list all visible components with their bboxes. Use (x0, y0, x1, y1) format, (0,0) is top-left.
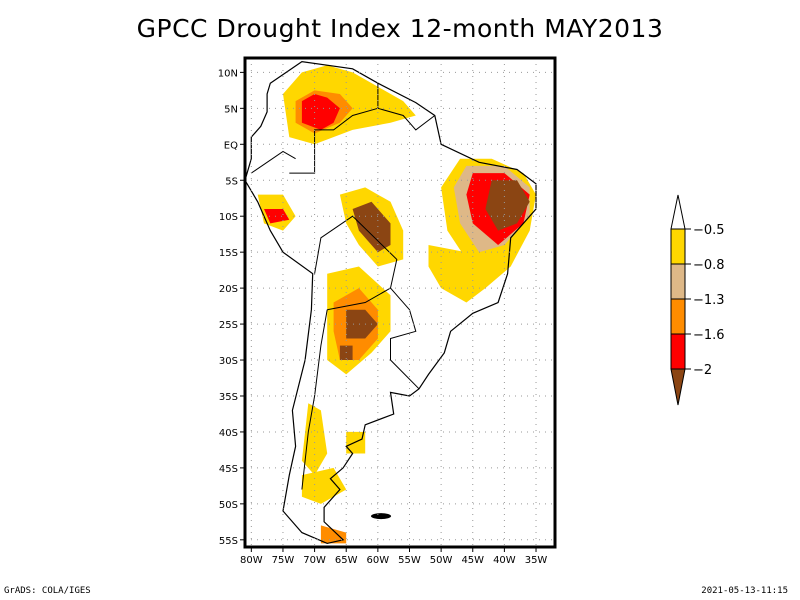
lat-tick-label: 10N (218, 68, 238, 79)
lat-tick-label: 50S (219, 500, 238, 511)
lat-tick-label: 5S (225, 176, 238, 187)
legend-level-label: −1.6 (693, 328, 725, 343)
falkland-islands (371, 513, 392, 520)
lat-tick-label: 35S (219, 392, 238, 403)
drought-region-patagonia-south (301, 467, 347, 504)
legend-level-label: −0.5 (693, 223, 725, 238)
country-border (301, 309, 328, 490)
lat-tick-label: EQ (224, 140, 238, 151)
drought-region-peru-core (264, 209, 290, 224)
lon-tick-label: 35W (525, 555, 548, 566)
drought-region-chubut (346, 431, 366, 454)
legend-level-label: −1.3 (693, 293, 725, 308)
legend-above-triangle (670, 194, 686, 230)
legend-below-triangle (670, 368, 686, 406)
lon-tick-label: 80W (240, 555, 263, 566)
lon-tick-label: 55W (398, 555, 421, 566)
lat-tick-label: 5N (224, 104, 238, 115)
lon-tick-label: 50W (430, 555, 453, 566)
lat-tick-label: 30S (219, 356, 238, 367)
legend-bin (670, 298, 686, 335)
grid-lines (245, 58, 555, 547)
colorbar-legend: −0.5 −0.8 −1.3 −1.6 −2 (670, 194, 725, 406)
lon-tick-label: 45W (461, 555, 484, 566)
lat-tick-label: 10S (219, 212, 238, 223)
country-border (390, 287, 420, 390)
lat-tick-label: 20S (219, 284, 238, 295)
lon-tick-label: 75W (272, 555, 295, 566)
drought-region-paraguay-core (346, 309, 378, 339)
legend-bin (670, 333, 686, 370)
drought-region-tierra-del-fuego (320, 525, 347, 544)
country-border (251, 150, 296, 174)
lon-tick-label: 70W (303, 555, 326, 566)
axis-ticks: 10N 5N EQ 5S 10S 15S 20S 25S 30S 35S 40S 45S 50S 55S8… (218, 68, 548, 566)
legend-level-label: −0.8 (693, 258, 725, 273)
lat-tick-label: 15S (219, 248, 238, 259)
lon-tick-label: 65W (335, 555, 358, 566)
country-border (314, 215, 398, 311)
lat-tick-label: 40S (219, 428, 238, 439)
lat-tick-label: 25S (219, 320, 238, 331)
lon-tick-label: 40W (493, 555, 516, 566)
drought-regions (257, 65, 536, 544)
country-border (289, 107, 379, 174)
legend-level-label: −2 (693, 363, 712, 378)
continent-outline (244, 60, 537, 545)
drought-region-ne-brazil-core (485, 180, 530, 231)
country-border (377, 83, 436, 131)
legend-bin (670, 263, 686, 300)
drought-region-patagonia-north (301, 403, 328, 476)
map-title: GPCC Drought Index 12-month MAY2013 (136, 14, 664, 43)
drought-region-central-brazil-core (352, 201, 391, 253)
legend-bin (670, 228, 686, 265)
lon-tick-label: 60W (367, 555, 390, 566)
lat-tick-label: 55S (219, 536, 238, 547)
drought-region-se-brazil (428, 245, 486, 303)
land-outline (244, 60, 537, 545)
drought-region-venezuela-colombia (301, 94, 340, 130)
timestamp: 2021-05-13-11:15 (701, 586, 788, 596)
lat-tick-label: 45S (219, 464, 238, 475)
grads-credit: GrADS: COLA/IGES (4, 586, 91, 596)
map-frame (243, 56, 557, 549)
